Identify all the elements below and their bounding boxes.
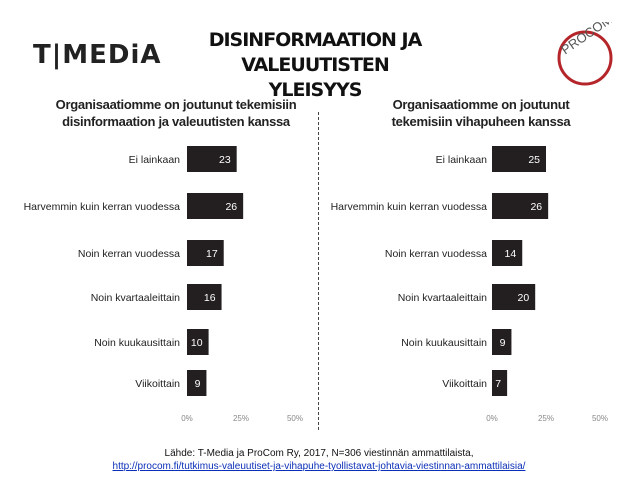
chart-1-tick-label: 25% — [233, 414, 249, 423]
chart-2-value-label: 9 — [500, 337, 506, 349]
chart-1-value-label: 23 — [219, 154, 231, 166]
chart-1-value-label: 16 — [204, 292, 216, 304]
chart-2-bar — [492, 329, 512, 355]
chart-2-title-line1: Organisaatiomme on joutunut — [392, 97, 570, 112]
tmedia-logo: T|MEDiA — [33, 40, 162, 70]
source-note: Lähde: T-Media ja ProCom Ry, 2017, N=306… — [0, 447, 638, 473]
chart-1-title: Organisaatiomme on joutunut tekemisiin d… — [51, 96, 301, 130]
main-title-line1: DISINFORMAATION JA VALEUUTISTEN — [208, 29, 423, 76]
chart-1-value-label: 9 — [195, 378, 201, 390]
chart-1-value-label: 17 — [206, 248, 218, 260]
chart-2-value-label: 14 — [505, 248, 517, 260]
chart-divider — [318, 112, 319, 430]
source-link[interactable]: http://procom.fi/tutkimus-valeuutiset-ja… — [112, 461, 526, 472]
chart-1-title-line2: disinformaation ja valeuutisten kanssa — [62, 114, 290, 129]
chart-2-category-label: Noin kuukausittain — [401, 337, 487, 349]
chart-2-value-label: 7 — [495, 378, 501, 390]
chart-1-tick-label: 0% — [181, 414, 193, 423]
procom-logo: PROCOM — [557, 22, 615, 86]
chart-2-category-label: Noin kerran vuodessa — [385, 248, 487, 260]
source-text: Lähde: T-Media ja ProCom Ry, 2017, N=306… — [164, 448, 474, 459]
chart-2-category-label: Ei lainkaan — [436, 154, 488, 166]
chart-2-category-label: Harvemmin kuin kerran vuodessa — [331, 201, 488, 213]
chart-1-category-label: Harvemmin kuin kerran vuodessa — [24, 201, 181, 213]
chart-2-value-label: 25 — [528, 154, 540, 166]
chart-2-category-label: Viikoittain — [442, 378, 487, 390]
chart-2-title: Organisaatiomme on joutunut tekemisiin v… — [356, 96, 606, 130]
chart-2-tick-label: 50% — [592, 414, 608, 423]
chart-2-title-line2: tekemisiin vihapuheen kanssa — [391, 114, 571, 129]
chart-2-tick-label: 25% — [538, 414, 554, 423]
main-title-line2: YLEISYYS — [268, 79, 363, 101]
chart-1-category-label: Ei lainkaan — [129, 154, 181, 166]
chart-2-value-label: 20 — [518, 292, 530, 304]
chart-1-value-label: 26 — [225, 201, 237, 213]
chart-1-bar — [187, 370, 207, 396]
chart-2-category-label: Noin kvartaaleittain — [398, 292, 487, 304]
chart-1-category-label: Noin kerran vuodessa — [78, 248, 180, 260]
chart-1-tick-label: 50% — [287, 414, 303, 423]
chart-2-bar — [492, 193, 549, 219]
chart-1-category-label: Viikoittain — [135, 378, 180, 390]
chart-1-category-label: Noin kvartaaleittain — [91, 292, 180, 304]
chart-1-value-label: 10 — [191, 337, 203, 349]
chart-1-category-label: Noin kuukausittain — [94, 337, 180, 349]
chart-2-value-label: 26 — [530, 201, 542, 213]
chart-1-bar — [187, 284, 222, 310]
chart-2-bar — [492, 146, 546, 172]
chart-2-bar — [492, 284, 536, 310]
chart-1-bar — [187, 193, 244, 219]
chart-2-tick-label: 0% — [486, 414, 498, 423]
chart-2-bar — [492, 370, 508, 396]
chart-1-title-line1: Organisaatiomme on joutunut tekemisiin — [55, 97, 297, 112]
chart-1-bar — [187, 329, 209, 355]
chart-2-bar — [492, 240, 523, 266]
chart-1-bar — [187, 146, 237, 172]
main-title: DISINFORMAATION JA VALEUUTISTEN YLEISYYS — [150, 28, 480, 103]
chart-1-bar — [187, 240, 224, 266]
